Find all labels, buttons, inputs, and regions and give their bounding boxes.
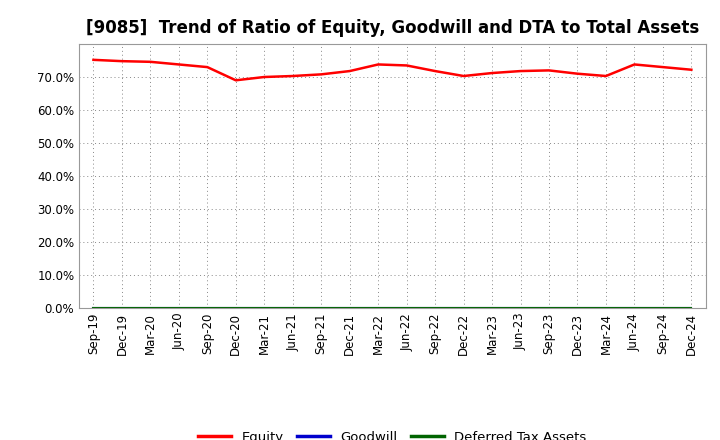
Equity [431,68,439,73]
Deferred Tax Assets [232,305,240,311]
Equity [203,64,212,70]
Goodwill [487,305,496,311]
Deferred Tax Assets [687,305,696,311]
Equity [174,62,183,67]
Goodwill [260,305,269,311]
Goodwill [687,305,696,311]
Deferred Tax Assets [117,305,126,311]
Equity [545,68,554,73]
Equity [374,62,382,67]
Deferred Tax Assets [630,305,639,311]
Goodwill [545,305,554,311]
Equity [602,73,611,79]
Legend: Equity, Goodwill, Deferred Tax Assets: Equity, Goodwill, Deferred Tax Assets [193,425,592,440]
Equity [487,70,496,76]
Goodwill [659,305,667,311]
Deferred Tax Assets [346,305,354,311]
Deferred Tax Assets [459,305,468,311]
Goodwill [232,305,240,311]
Equity [232,77,240,83]
Deferred Tax Assets [203,305,212,311]
Line: Equity: Equity [94,60,691,80]
Deferred Tax Assets [374,305,382,311]
Goodwill [289,305,297,311]
Deferred Tax Assets [289,305,297,311]
Equity [346,68,354,73]
Deferred Tax Assets [602,305,611,311]
Equity [117,59,126,64]
Goodwill [317,305,325,311]
Goodwill [573,305,582,311]
Goodwill [374,305,382,311]
Goodwill [117,305,126,311]
Equity [402,63,411,68]
Equity [317,72,325,77]
Deferred Tax Assets [174,305,183,311]
Goodwill [630,305,639,311]
Goodwill [602,305,611,311]
Goodwill [146,305,155,311]
Equity [516,68,525,73]
Title: [9085]  Trend of Ratio of Equity, Goodwill and DTA to Total Assets: [9085] Trend of Ratio of Equity, Goodwil… [86,19,699,37]
Deferred Tax Assets [487,305,496,311]
Equity [89,57,98,62]
Goodwill [174,305,183,311]
Equity [146,59,155,64]
Goodwill [346,305,354,311]
Goodwill [89,305,98,311]
Equity [573,71,582,76]
Goodwill [516,305,525,311]
Equity [289,73,297,79]
Deferred Tax Assets [659,305,667,311]
Goodwill [431,305,439,311]
Equity [630,62,639,67]
Deferred Tax Assets [431,305,439,311]
Deferred Tax Assets [260,305,269,311]
Goodwill [402,305,411,311]
Goodwill [203,305,212,311]
Deferred Tax Assets [402,305,411,311]
Deferred Tax Assets [317,305,325,311]
Equity [687,67,696,73]
Deferred Tax Assets [545,305,554,311]
Deferred Tax Assets [573,305,582,311]
Deferred Tax Assets [146,305,155,311]
Deferred Tax Assets [89,305,98,311]
Equity [459,73,468,79]
Goodwill [459,305,468,311]
Deferred Tax Assets [516,305,525,311]
Equity [659,64,667,70]
Equity [260,74,269,80]
